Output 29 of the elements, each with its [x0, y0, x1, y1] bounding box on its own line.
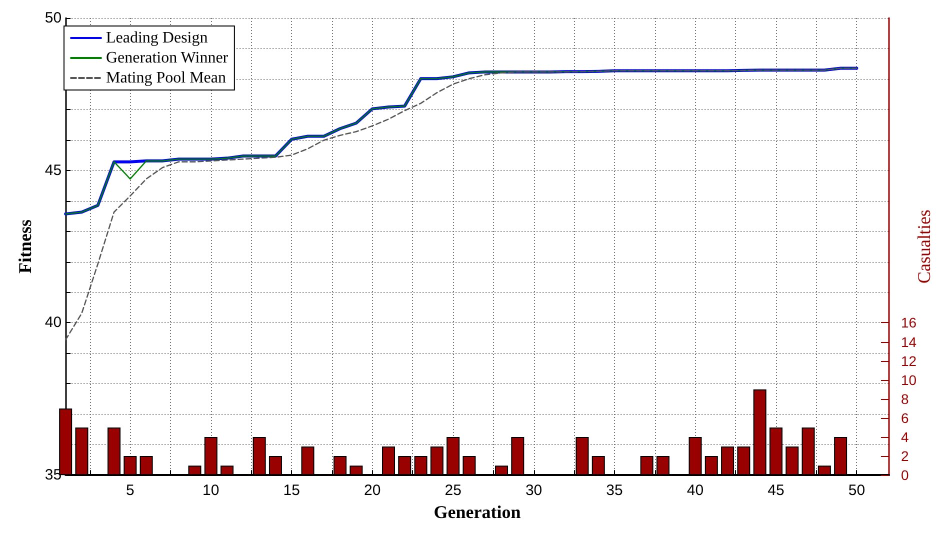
x-tick-label: 25 — [444, 482, 462, 500]
y2-axis-title: Casualties — [914, 210, 934, 284]
y2-tick-label: 8 — [901, 390, 909, 407]
y-tick-label: 40 — [44, 314, 62, 332]
y2-tick-label: 4 — [901, 429, 909, 446]
x-tick-label: 40 — [686, 482, 704, 500]
y2-tick-label: 10 — [901, 372, 917, 388]
x-tick-label: 50 — [848, 482, 866, 500]
x-tick-label: 35 — [606, 482, 623, 500]
legend-label: Leading Design — [106, 30, 208, 46]
y2-tick-label: 2 — [901, 448, 909, 464]
y-tick-label: 50 — [44, 10, 62, 26]
y2-tick-label: 12 — [901, 352, 917, 369]
y2-tick-label: 16 — [901, 314, 917, 331]
legend-label: Mating Pool Mean — [106, 70, 226, 86]
y2-tick-label: 6 — [901, 410, 909, 426]
x-axis-title: Generation — [434, 502, 521, 522]
x-tick-label: 10 — [202, 482, 220, 500]
y-axis-title: Fitness — [15, 220, 35, 274]
y-tick-label: 45 — [44, 162, 62, 179]
x-tick-label: 5 — [126, 482, 134, 500]
x-tick-label: 45 — [768, 482, 784, 500]
x-tick-label: 15 — [283, 482, 300, 500]
y2-tick-label: 14 — [901, 334, 917, 350]
y-tick-label: 35 — [44, 466, 62, 484]
x-tick-label: 20 — [364, 482, 381, 500]
y2-tick-label: 0 — [901, 467, 909, 484]
legend-label: Generation Winner — [106, 50, 229, 66]
x-tick-label: 30 — [525, 482, 542, 500]
